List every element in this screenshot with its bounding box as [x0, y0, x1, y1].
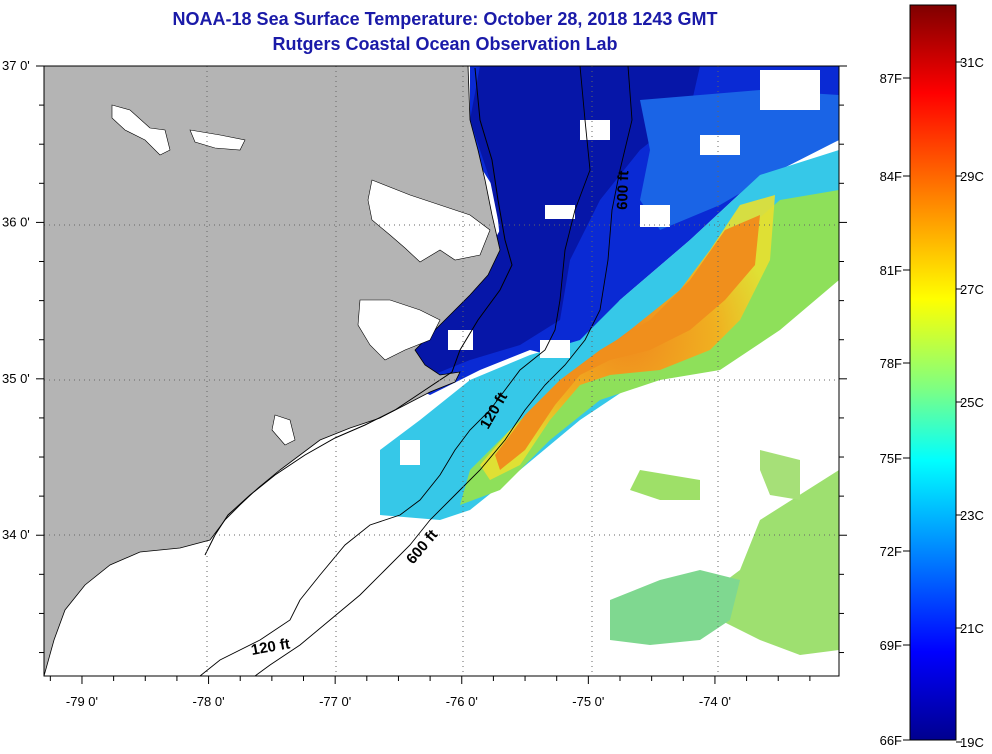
- colorbar-f-label: 87F: [880, 71, 902, 86]
- isobath-600ft: [254, 66, 633, 676]
- map-grid: [44, 66, 839, 676]
- colorbar-fahrenheit-labels: 87F 84F 81F 78F 75F 72F 69F 66F: [880, 71, 910, 748]
- sst-mid-blue: [640, 90, 839, 230]
- colorbar-f-label: 81F: [880, 263, 902, 278]
- isobath-label-120ft-south: 120 ft: [250, 635, 292, 659]
- lat-label: 34 0': [2, 527, 30, 542]
- lon-label: -79 0': [66, 694, 98, 709]
- sst-patch-e2: [760, 450, 800, 500]
- isobath-label-600ft-north: 600 ft: [614, 170, 632, 210]
- map-subtitle: Rutgers Coastal Ocean Observation Lab: [272, 34, 618, 54]
- latitude-labels: 37 0' 36 0' 35 0' 34 0': [2, 58, 30, 542]
- cloud-gaps: [400, 70, 820, 465]
- lon-label: -75 0': [572, 694, 604, 709]
- lon-label: -76 0': [446, 694, 478, 709]
- colorbar-c-label: 31C: [960, 55, 984, 70]
- map-panel: 600 ft 120 ft 600 ft 120 ft: [44, 66, 839, 676]
- lat-label: 36 0': [2, 214, 30, 229]
- colorbar-f-label: 69F: [880, 638, 902, 653]
- sst-patch-s: [610, 570, 740, 645]
- inland-waters: [111, 104, 491, 446]
- barrier-islands: [204, 67, 513, 556]
- colorbar-f-label: 75F: [880, 451, 902, 466]
- colorbar-f-label: 84F: [880, 169, 902, 184]
- colorbar-c-label: 25C: [960, 395, 984, 410]
- longitude-labels: -79 0' -78 0' -77 0' -76 0' -75 0' -74 0': [66, 694, 731, 709]
- colorbar-celsius-labels: 31C 29C 27C 25C 23C 21C 19C: [956, 55, 984, 750]
- lon-label: -77 0': [319, 694, 351, 709]
- colorbar-f-label: 72F: [880, 544, 902, 559]
- sst-gulf-stream-core: [495, 215, 760, 470]
- colorbar-c-label: 21C: [960, 621, 984, 636]
- colorbar-f-label: 66F: [880, 733, 902, 748]
- colorbar-c-label: 23C: [960, 508, 984, 523]
- colorbar-c-label: 19C: [960, 735, 984, 750]
- colorbar-c-label: 27C: [960, 282, 984, 297]
- map-frame: [43, 65, 840, 677]
- colorbar-f-label: 78F: [880, 356, 902, 371]
- lon-label: -78 0': [193, 694, 225, 709]
- sst-patch-se: [700, 470, 839, 655]
- sst-very-cold-water: [410, 66, 700, 380]
- colorbar: [909, 4, 957, 741]
- axis-ticks: [36, 65, 847, 684]
- colorbar-c-label: 29C: [960, 169, 984, 184]
- lon-label: -74 0': [699, 694, 731, 709]
- isobath-120ft: [199, 66, 591, 676]
- lat-label: 35 0': [2, 371, 30, 386]
- lat-label: 37 0': [2, 58, 30, 73]
- sst-patch-e: [630, 470, 700, 500]
- map-title: NOAA-18 Sea Surface Temperature: October…: [172, 9, 718, 29]
